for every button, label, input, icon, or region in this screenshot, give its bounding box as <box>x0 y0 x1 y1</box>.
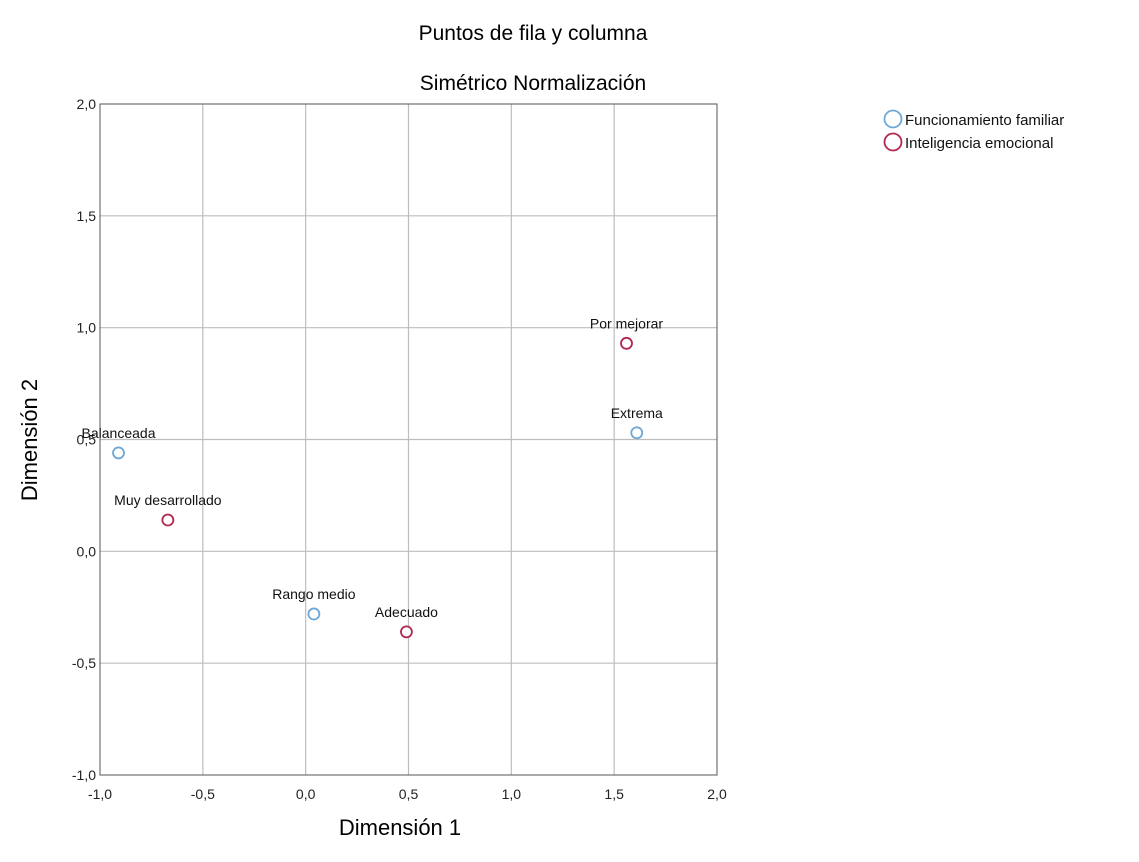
data-point <box>400 625 413 639</box>
tick-labels: -1,0 -0,5 0,0 0,5 1,0 1,5 2,0 -1,0 -0,5 0,0 0,5 1,0… <box>72 96 727 802</box>
y-tick-label: 0,5 <box>77 432 97 448</box>
y-tick-label: 2,0 <box>77 96 97 112</box>
x-tick-label: -0,5 <box>191 786 215 802</box>
point-label: Adecuado <box>375 604 438 620</box>
y-tick-label: 0,0 <box>77 543 97 559</box>
point-label: Extrema <box>611 405 663 421</box>
x-tick-label: -1,0 <box>88 786 112 802</box>
y-tick-label: -1,0 <box>72 767 96 783</box>
x-tick-label: 1,5 <box>604 786 624 802</box>
plot-frame <box>99 103 718 776</box>
y-axis-title: Dimensión 2 <box>17 379 42 501</box>
y-tick-label: 1,0 <box>77 320 97 336</box>
grid-lines <box>100 104 717 775</box>
x-tick-label: 0,5 <box>399 786 419 802</box>
legend-marker <box>883 109 903 129</box>
point-label: Por mejorar <box>590 315 663 331</box>
point-label: Muy desarrollado <box>114 492 222 508</box>
data-point <box>620 336 633 350</box>
chart-subtitle: Simétrico Normalización <box>420 72 646 95</box>
point-label: Rango medio <box>272 586 355 602</box>
data-point <box>112 446 125 460</box>
data-point <box>161 513 175 527</box>
y-tick-label: -0,5 <box>72 655 96 671</box>
x-tick-label: 2,0 <box>707 786 727 802</box>
x-tick-label: 0,0 <box>296 786 316 802</box>
x-axis-title: Dimensión 1 <box>339 815 461 840</box>
chart-title: Puntos de fila y columna <box>419 22 648 45</box>
data-point <box>630 426 644 440</box>
point-label: Balanceada <box>82 425 156 441</box>
data-point <box>307 607 321 621</box>
legend-label: Funcionamiento familiar <box>905 112 1064 129</box>
legend-label: Inteligencia emocional <box>905 135 1053 152</box>
legend: Funcionamiento familiar Inteligencia emoc… <box>883 109 1064 152</box>
data-points: Balanceada Rango medio Extrema Muy desarrol… <box>82 315 663 639</box>
x-tick-label: 1,0 <box>502 786 522 802</box>
legend-marker <box>883 132 903 152</box>
y-tick-label: 1,5 <box>77 208 97 224</box>
